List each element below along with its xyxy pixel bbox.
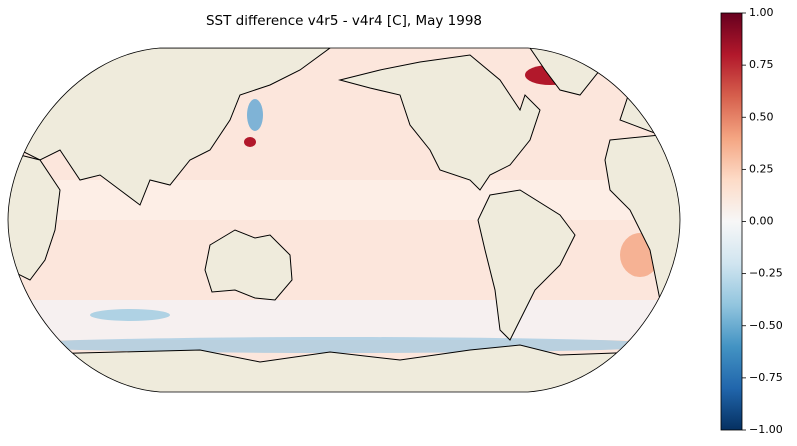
map	[8, 48, 680, 392]
ocean-field	[244, 137, 256, 147]
colorbar-tick-label: 0.00	[749, 215, 774, 228]
colorbar-tick-label: 0.75	[749, 58, 774, 71]
colorbar-tick-label: −0.25	[749, 267, 783, 280]
colorbar-tick-label: −1.00	[749, 423, 783, 436]
land	[8, 149, 61, 281]
colorbar-tick-label: 0.50	[749, 110, 774, 123]
ocean-field	[10, 337, 670, 353]
colorbar-tick-label: −0.50	[749, 319, 783, 332]
ocean-field	[8, 180, 680, 220]
map-title: SST difference v4r5 - v4r4 [C], May 1998	[206, 13, 482, 29]
ocean-field	[8, 300, 680, 340]
map-frame	[7, 47, 681, 393]
colorbar	[720, 12, 743, 431]
land	[477, 189, 576, 341]
ocean-field	[247, 99, 263, 131]
land	[8, 344, 680, 392]
colorbar-tick-label: 0.25	[749, 162, 774, 175]
ocean-field	[90, 309, 170, 321]
colorbar-tick-label: 1.00	[749, 6, 774, 19]
land	[338, 54, 541, 191]
colorbar-tick-label: −0.75	[749, 371, 783, 384]
land	[204, 229, 293, 301]
